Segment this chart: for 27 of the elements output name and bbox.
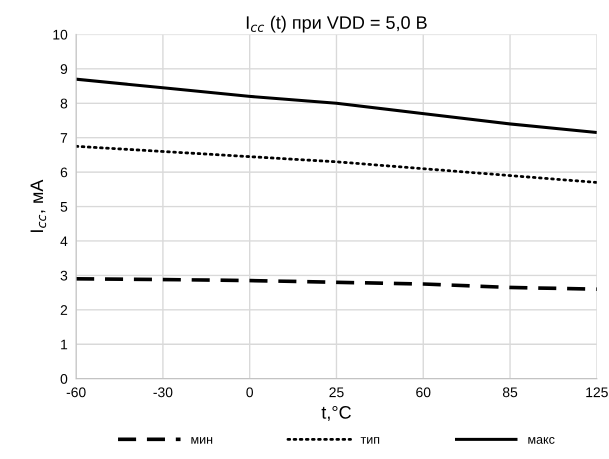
legend-label: макс bbox=[528, 437, 555, 444]
x-tick-label: 85 bbox=[502, 387, 518, 398]
y-tick-label: 4 bbox=[60, 236, 68, 246]
x-tick-label: 125 bbox=[586, 387, 608, 398]
chart-title: I$_{cc}$ (t) при VDD = 5,0 В bbox=[246, 16, 427, 33]
legend-label: тип bbox=[360, 437, 380, 444]
x-tick-label: -60 bbox=[66, 387, 86, 398]
line-series bbox=[76, 78, 597, 134]
legend-label: мин bbox=[191, 437, 212, 444]
line-series bbox=[76, 144, 597, 184]
y-tick-label: 0 bbox=[60, 374, 68, 384]
y-tick-label: 1 bbox=[61, 340, 68, 350]
y-tick-label: 9 bbox=[60, 64, 68, 74]
x-tick-label: 25 bbox=[329, 387, 344, 398]
y-tick-label: 2 bbox=[60, 305, 68, 315]
y-tick-label: 3 bbox=[60, 270, 68, 281]
y-tick-label: 6 bbox=[60, 167, 68, 178]
line-series bbox=[76, 277, 597, 291]
x-axis-title: t,°C bbox=[322, 406, 351, 421]
y-axis-title: I$_{cc}$, мА bbox=[30, 180, 46, 232]
y-tick-label: 7 bbox=[60, 133, 68, 143]
y-tick-label: 8 bbox=[60, 98, 68, 108]
y-tick-label: 10 bbox=[53, 30, 68, 40]
x-tick-label: 0 bbox=[246, 387, 254, 398]
x-tick-label: 60 bbox=[416, 387, 430, 398]
y-tick-label: 5 bbox=[60, 202, 68, 212]
x-tick-label: -30 bbox=[153, 387, 172, 398]
